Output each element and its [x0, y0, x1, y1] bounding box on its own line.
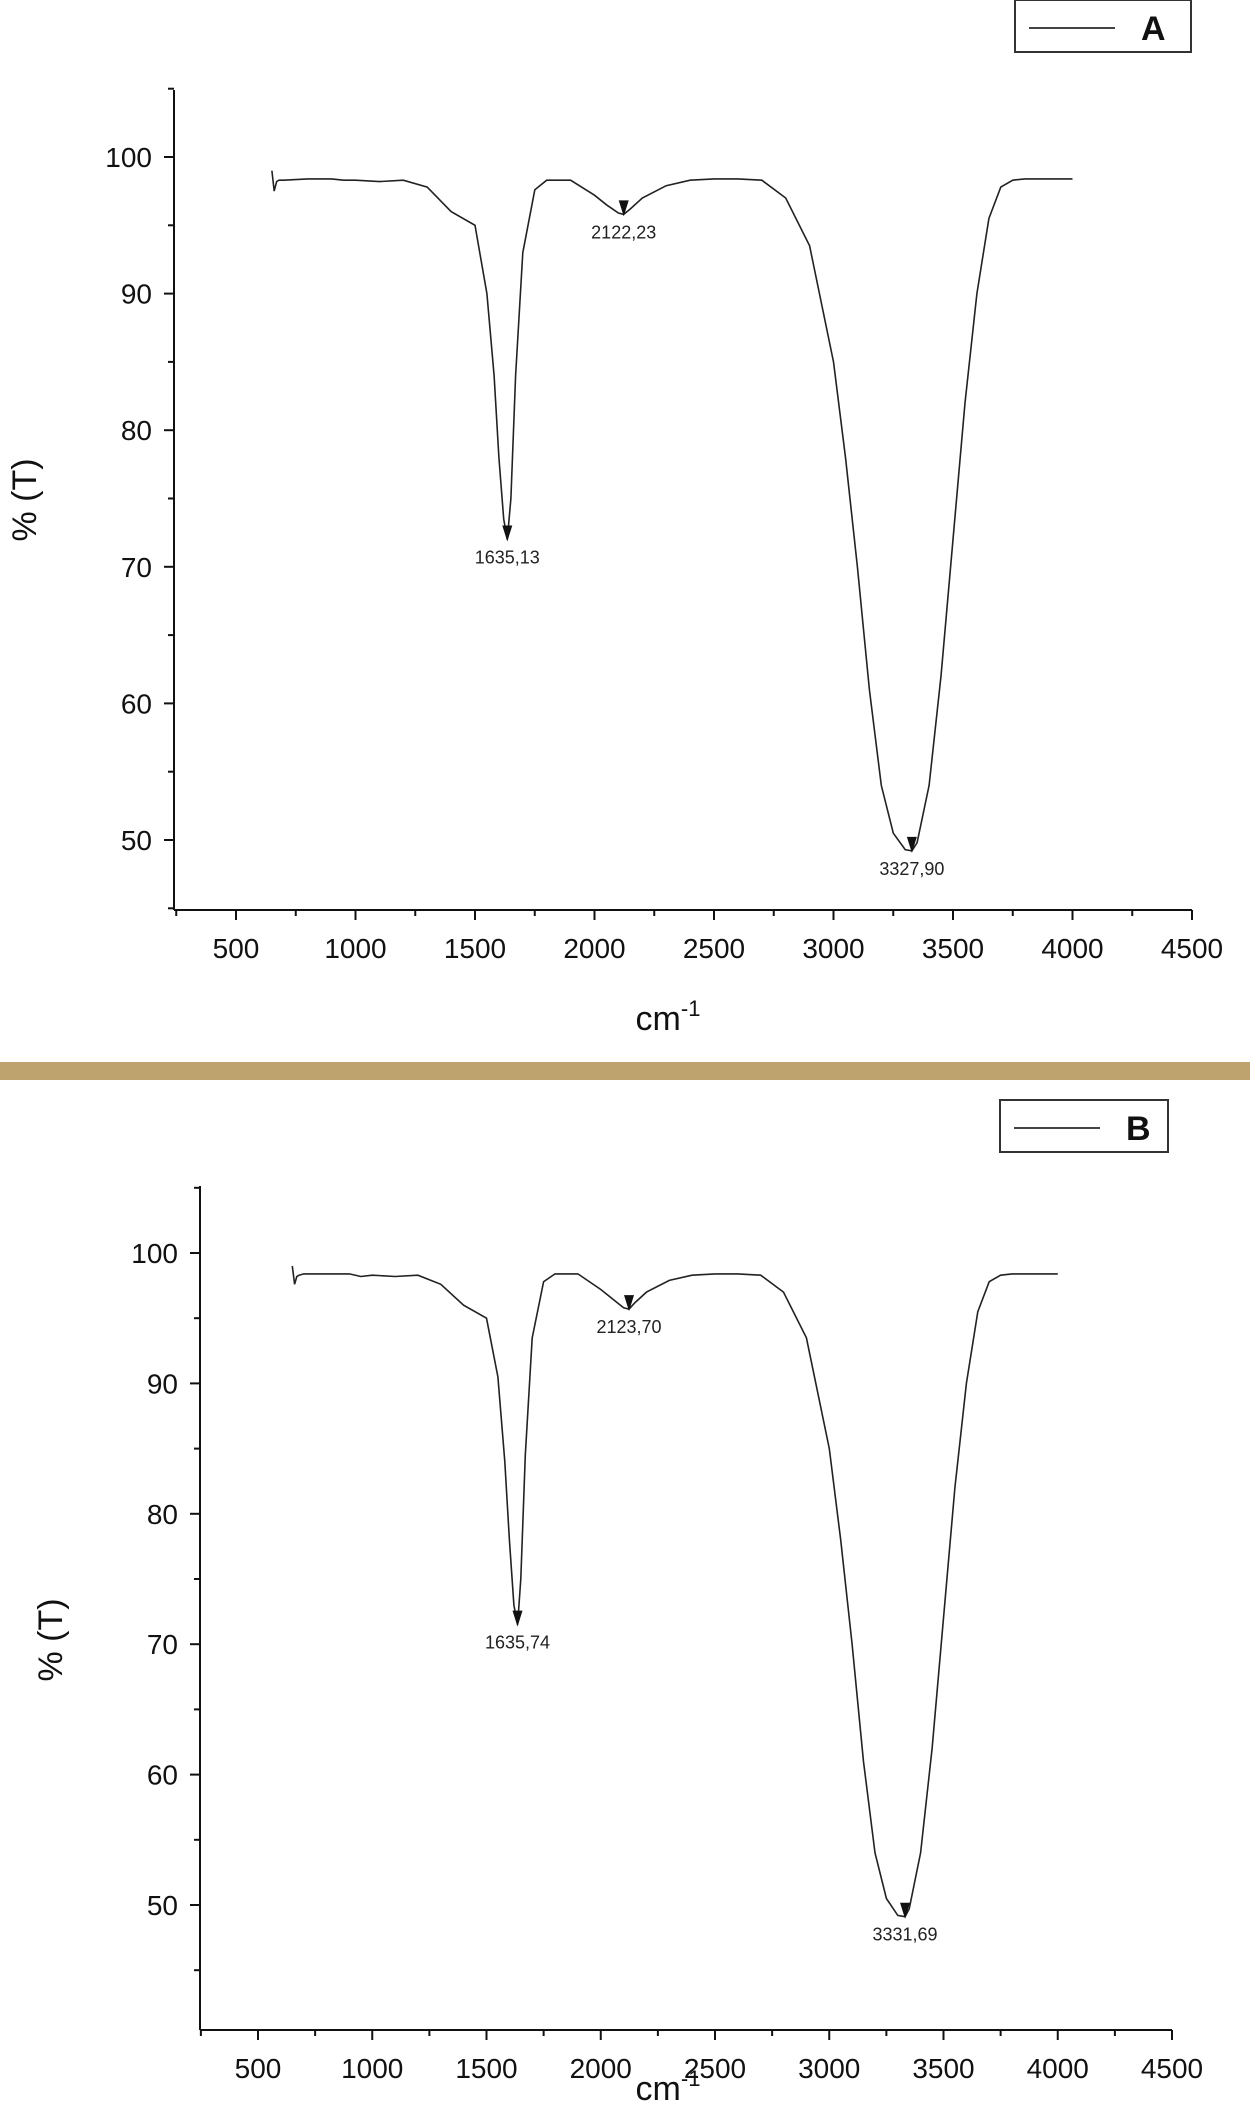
- y-tick-label: 100: [131, 1238, 178, 1269]
- x-axis-title: cm-1: [636, 996, 701, 1038]
- x-tick-label: 2500: [684, 2053, 746, 2084]
- y-tick-label: 100: [105, 142, 152, 173]
- peak-label: 2123,70: [596, 1317, 661, 1337]
- y-tick-label: 70: [147, 1629, 178, 1660]
- peak-marker: [900, 1902, 911, 1919]
- y-tick-label: 90: [147, 1368, 178, 1399]
- peak-label: 2122,23: [591, 222, 656, 242]
- y-tick-label: 80: [147, 1499, 178, 1530]
- x-tick-label: 2500: [683, 933, 745, 964]
- peak-label: 1635,13: [475, 547, 540, 567]
- spectrum-line: [271, 170, 1073, 852]
- spectrum-chart-a: 50 60 70 80 90 100 500 1000 1500 2000 2500 3000 3500…: [6, 0, 1223, 1038]
- y-tick-label: 50: [121, 825, 152, 856]
- y-tick-label: 60: [121, 688, 152, 719]
- y-tick-label: 80: [121, 415, 152, 446]
- spectrum-chart-b: 50 60 70 80 90 100 500 1000 1500 2000 2500 3000 3500…: [32, 1099, 1203, 2108]
- x-tick-label: 500: [213, 933, 260, 964]
- peak-marker: [906, 836, 917, 853]
- legend-box: [999, 1099, 1169, 1153]
- x-tick-label: 1000: [341, 2053, 403, 2084]
- y-axis-title: % (T): [32, 1598, 70, 1681]
- x-tick-label: 3500: [922, 933, 984, 964]
- x-tick-label: 500: [235, 2053, 282, 2084]
- x-tick-label: 3000: [802, 933, 864, 964]
- x-axis-title-superscript: -1: [681, 2066, 701, 2091]
- peak-label: 1635,74: [485, 1633, 550, 1653]
- x-tick-label: 3500: [912, 2053, 974, 2084]
- y-tick-label: 70: [121, 552, 152, 583]
- legend-label: B: [1126, 1110, 1151, 1148]
- chart-panel-b: 50 60 70 80 90 100 500 1000 1500 2000 2500 3000 3500…: [0, 1080, 1250, 2112]
- peak-marker: [624, 1295, 635, 1312]
- legend-label: A: [1141, 10, 1166, 48]
- peak-marker: [502, 525, 513, 542]
- peak-marker: [618, 200, 629, 217]
- x-axis-title-superscript: -1: [681, 996, 701, 1021]
- peak-label: 3327,90: [879, 859, 944, 879]
- x-axis-title-base: cm: [636, 1000, 681, 1038]
- x-axis-title: cm-1: [636, 2066, 701, 2108]
- x-tick-label: 4000: [1027, 2053, 1089, 2084]
- chart-panel-a: 50 60 70 80 90 100 500 1000 1500 2000 2500 3000 3500…: [6, 0, 1224, 1038]
- spectrum-line: [291, 1265, 1058, 1918]
- x-tick-label: 4000: [1041, 933, 1103, 964]
- x-tick-label: 1000: [324, 933, 386, 964]
- peak-label: 3331,69: [873, 1925, 938, 1945]
- y-tick-label: 50: [147, 1890, 178, 1921]
- x-axis-title-base: cm: [636, 2070, 681, 2108]
- x-tick-label: 3000: [798, 2053, 860, 2084]
- x-tick-label: 2000: [570, 2053, 632, 2084]
- y-tick-label: 60: [147, 1760, 178, 1791]
- legend-box: [1014, 0, 1192, 53]
- peak-marker: [512, 1610, 523, 1627]
- x-tick-label: 1500: [455, 2053, 517, 2084]
- x-tick-label: 1500: [444, 933, 506, 964]
- y-tick-label: 90: [121, 279, 152, 310]
- x-tick-label: 2000: [563, 933, 625, 964]
- x-tick-label: 4500: [1141, 2053, 1203, 2084]
- x-tick-label: 4500: [1161, 933, 1223, 964]
- y-axis-title: % (T): [6, 458, 44, 541]
